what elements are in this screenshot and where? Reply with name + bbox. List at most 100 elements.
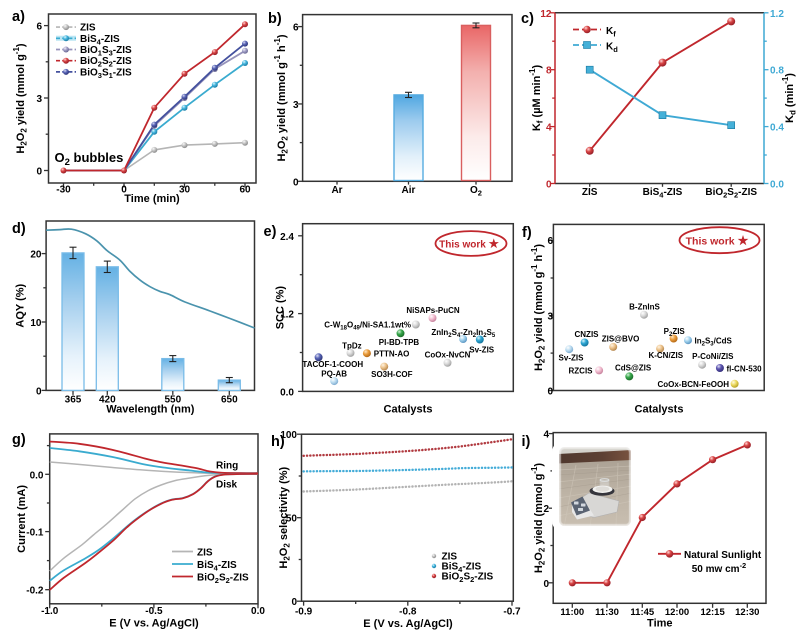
svg-text:BiS4-ZIS: BiS4-ZIS [442,562,482,575]
svg-text:1.2: 1.2 [770,9,784,20]
svg-text:Ar: Ar [331,185,342,196]
svg-text:0: 0 [543,579,549,590]
svg-text:30: 30 [179,185,191,196]
svg-text:BiO2S2-ZIS: BiO2S2-ZIS [442,572,494,585]
svg-text:ZIS: ZIS [197,548,213,559]
svg-text:0: 0 [121,185,127,196]
svg-text:1.2: 1.2 [280,310,294,321]
svg-text:0: 0 [547,387,553,398]
svg-text:Sv-ZIS: Sv-ZIS [469,346,495,355]
svg-text:20: 20 [30,250,42,261]
svg-text:BiO3S1-ZIS: BiO3S1-ZIS [80,67,132,80]
svg-text:BiS4-ZIS: BiS4-ZIS [643,187,683,200]
svg-text:BiO2S2-ZIS: BiO2S2-ZIS [197,573,249,586]
svg-text:650: 650 [221,395,238,406]
svg-text:C-W18O49/Ni-SA1.1wt%: C-W18O49/Ni-SA1.1wt% [324,321,411,332]
svg-text:-0.5: -0.5 [145,606,163,617]
svg-text:a): a) [12,9,25,25]
svg-text:Wavelength (nm): Wavelength (nm) [106,404,195,416]
svg-text:ZIS: ZIS [582,187,598,198]
svg-text:-0.8: -0.8 [399,607,417,618]
svg-text:Air: Air [402,185,416,196]
svg-text:-0.9: -0.9 [295,607,313,618]
svg-text:BiO2S2-ZIS: BiO2S2-ZIS [705,187,757,200]
svg-text:ZnIn2S4-Zn2In2S5: ZnIn2S4-Zn2In2S5 [431,328,496,339]
svg-text:12:15: 12:15 [700,607,725,618]
svg-text:0: 0 [546,180,552,191]
svg-text:NiSAPs-PuCN: NiSAPs-PuCN [406,306,460,315]
svg-text:0: 0 [36,167,42,178]
svg-text:BiS4-ZIS: BiS4-ZIS [80,34,120,47]
svg-text:H2O2 yield (mmol g-1 h-1): H2O2 yield (mmol g-1 h-1) [273,34,290,161]
svg-text:-0.2: -0.2 [26,586,44,597]
svg-text:TpDz: TpDz [342,342,362,351]
svg-text:0.0: 0.0 [251,606,265,617]
svg-text:Kd (min-1): Kd (min-1) [781,73,798,123]
svg-text:2.4: 2.4 [280,232,294,243]
svg-text:RZCIS: RZCIS [569,367,594,376]
svg-text:PQ-AB: PQ-AB [321,370,347,379]
svg-text:11:30: 11:30 [595,607,619,618]
svg-text:CdS@ZIS: CdS@ZIS [615,364,652,373]
svg-text:420: 420 [99,395,116,406]
svg-text:0.0: 0.0 [30,470,44,481]
svg-text:E (V vs. Ag/AgCl): E (V vs. Ag/AgCl) [109,618,199,630]
svg-text:ZIS@BVO: ZIS@BVO [602,335,640,344]
svg-text:P2ZIS: P2ZIS [664,327,686,338]
svg-text:ZIS: ZIS [80,23,96,34]
svg-text:This work ★: This work ★ [686,234,749,248]
svg-text:Current (mA): Current (mA) [16,485,28,553]
svg-text:g): g) [12,432,26,448]
svg-text:Natural Sunlight: Natural Sunlight [684,550,762,561]
svg-text:3: 3 [36,94,42,105]
svg-text:SCC (%): SCC (%) [275,286,287,330]
svg-text:H2O2 selectivity (%): H2O2 selectivity (%) [278,466,292,568]
svg-text:Time: Time [647,618,672,630]
svg-text:12: 12 [540,9,552,20]
svg-text:O2 bubbles: O2 bubbles [55,150,124,168]
svg-text:B-ZnInS: B-ZnInS [629,302,660,311]
svg-text:PTTN-AO: PTTN-AO [374,349,410,358]
svg-text:12:30: 12:30 [735,607,759,618]
svg-text:d): d) [12,221,26,237]
svg-text:In2S3/CdS: In2S3/CdS [695,336,733,347]
svg-text:550: 550 [164,395,181,406]
svg-text:6: 6 [293,23,299,34]
svg-text:-0.1: -0.1 [26,528,44,539]
svg-text:O2: O2 [470,185,482,198]
svg-text:f): f) [522,225,532,241]
svg-text:fl-CN-530: fl-CN-530 [727,365,763,374]
svg-text:Time (min): Time (min) [124,193,180,205]
svg-text:-30: -30 [56,185,71,196]
svg-text:c): c) [521,11,534,27]
svg-text:11:00: 11:00 [560,607,584,618]
svg-text:BiO1S3-ZIS: BiO1S3-ZIS [80,45,132,58]
svg-text:4: 4 [546,123,552,134]
svg-text:H2O2 yield (mmol g-1 h-1): H2O2 yield (mmol g-1 h-1) [530,244,547,371]
svg-text:CoOx-NvCN: CoOx-NvCN [425,351,471,360]
svg-text:Kf: Kf [606,26,616,39]
svg-text:Sv-ZIS: Sv-ZIS [559,354,585,363]
svg-text:0: 0 [293,177,299,188]
svg-text:Kf (µM min-1): Kf (µM min-1) [528,65,545,132]
svg-text:Catalysts: Catalysts [635,404,684,416]
svg-text:SO3H-COF: SO3H-COF [371,370,412,379]
svg-text:E (V vs. Ag/AgCl): E (V vs. Ag/AgCl) [363,618,453,630]
svg-text:0.4: 0.4 [770,123,784,134]
svg-text:2: 2 [543,504,549,515]
svg-text:10: 10 [30,318,42,329]
svg-text:CoOx-BCN-FeOOH: CoOx-BCN-FeOOH [657,380,729,389]
svg-text:Ring: Ring [216,461,238,472]
svg-text:PI-BD-TPB: PI-BD-TPB [379,338,420,347]
svg-text:Catalysts: Catalysts [384,404,433,416]
svg-text:6: 6 [36,22,42,33]
svg-text:H2O2 yield (mmol g-1): H2O2 yield (mmol g-1) [12,43,29,154]
svg-text:CNZIS: CNZIS [575,330,600,339]
svg-text:3: 3 [547,312,553,323]
svg-text:0: 0 [36,386,42,397]
svg-text:6: 6 [547,236,553,247]
svg-text:-0.7: -0.7 [503,607,521,618]
svg-text:h): h) [271,434,285,450]
svg-text:P-CoNi/ZIS: P-CoNi/ZIS [692,352,734,361]
svg-text:0.0: 0.0 [280,387,294,398]
